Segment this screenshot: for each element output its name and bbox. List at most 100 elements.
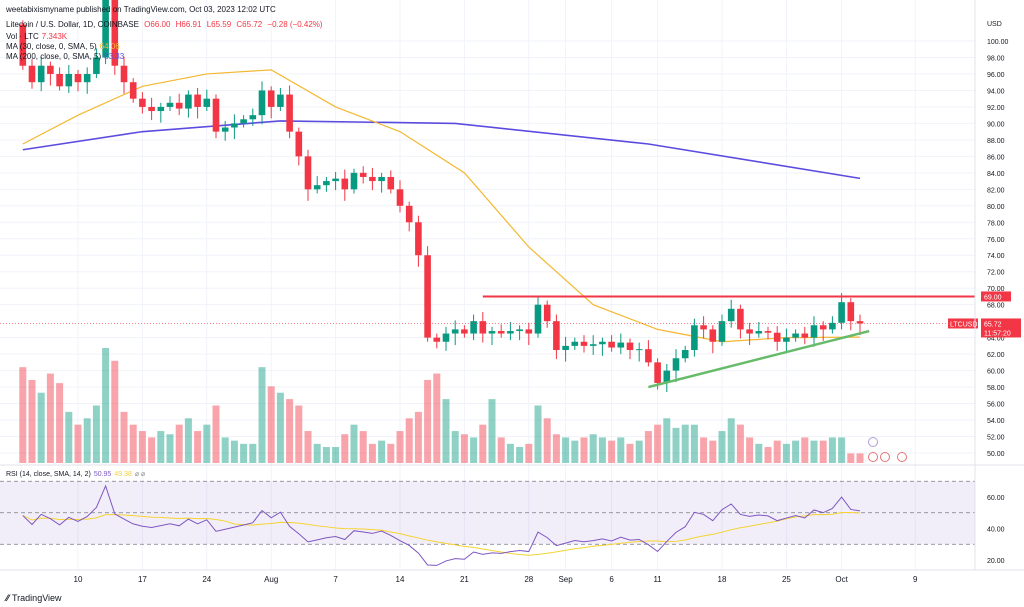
volume-bar (405, 418, 413, 463)
candle (635, 349, 643, 351)
candle (74, 73, 82, 83)
price-tick-label: 82.00 (987, 187, 1005, 194)
vol-value: 7.343K (41, 32, 68, 41)
candle (267, 90, 275, 107)
volume-bar (856, 453, 864, 463)
volume-bar (332, 447, 340, 463)
candle (654, 362, 661, 383)
volume-bar (654, 424, 662, 463)
candle (249, 115, 257, 120)
candle (415, 222, 422, 256)
volume-bar (644, 431, 652, 463)
volume-bar (709, 440, 717, 463)
candle (681, 350, 689, 359)
volume-bar (28, 379, 36, 463)
candle (157, 106, 165, 112)
tradingview-logo[interactable]: ⁄⁄ TradingView (6, 593, 62, 603)
volume-bar (782, 443, 790, 463)
volume-bar (276, 392, 284, 463)
x-tick-label: 6 (609, 575, 614, 584)
candle (645, 349, 652, 363)
candle (424, 255, 431, 338)
ma30-label: MA (30, close, 0, SMA, 5) (6, 42, 97, 51)
legend-volume[interactable]: Vol · LTC 7.343K (6, 32, 70, 41)
ma200-value: 83.33 (104, 52, 125, 61)
price-tick-label: 90.00 (987, 121, 1005, 128)
candle (608, 341, 615, 348)
candle (28, 65, 36, 83)
last-price-tag (981, 318, 1021, 338)
support-line (648, 329, 870, 389)
volume-bar (433, 373, 441, 463)
logo-icon: ⁄⁄ (6, 593, 10, 603)
volume-bar (488, 399, 496, 463)
candle (525, 329, 533, 334)
rsi-value: 50.95 (93, 471, 112, 478)
volume-bar (792, 440, 800, 463)
x-tick-label: 25 (782, 575, 791, 584)
volume-bar (37, 392, 45, 463)
volume-bar (322, 447, 330, 463)
volume-bar (562, 437, 570, 463)
volume-bar (497, 437, 505, 463)
volume-bar (424, 379, 432, 463)
candle (212, 98, 220, 132)
candle (497, 331, 505, 334)
volume-bar (516, 447, 524, 463)
symbol-tag-text: LTCUSD (950, 321, 977, 328)
price-tick-label: 80.00 (987, 204, 1005, 211)
currency-label: USD (987, 21, 1002, 28)
candle (617, 342, 625, 348)
legend-ma200[interactable]: MA (200, close, 0, SMA, 5) 83.33 (6, 52, 127, 61)
x-tick-label: 24 (202, 575, 211, 584)
volume-bar (148, 437, 156, 463)
volume-bar (442, 399, 450, 463)
price-tick-label: 86.00 (987, 154, 1005, 161)
volume-bar (801, 437, 809, 463)
rsi-line (22, 484, 861, 566)
candle (148, 106, 155, 112)
volume-bar (304, 431, 312, 463)
x-tick-label: 10 (74, 575, 83, 584)
candle (405, 205, 413, 223)
legend-rsi[interactable]: RSI (14, close, SMA, 14, 2) 50.95 49.38 ⌀ ⌀ (6, 470, 148, 478)
candle (580, 341, 588, 346)
volume-bar (203, 424, 211, 463)
price-tick-label: 62.00 (987, 352, 1005, 359)
symbol-label[interactable]: Litecoin / U.S. Dollar, 1D, COINBASE (6, 20, 139, 29)
volume-bar (543, 418, 551, 463)
candle (295, 131, 303, 157)
volume-bar (166, 434, 174, 463)
candle (442, 333, 450, 342)
event-icon (880, 452, 890, 462)
volume-bar (102, 348, 110, 463)
x-tick-label: 18 (718, 575, 727, 584)
price-tick-label: 98.00 (987, 55, 1005, 62)
published-note: weetabixismyname published on TradingVie… (6, 5, 276, 14)
candle (589, 344, 597, 346)
volume-bar (359, 431, 367, 463)
candle (718, 321, 726, 342)
candle (479, 321, 487, 334)
price-tick-label: 78.00 (987, 220, 1005, 227)
volume-bar (764, 447, 772, 463)
candle (709, 329, 717, 342)
volume-bar (451, 431, 459, 463)
x-tick-label: Aug (264, 575, 278, 584)
candle (599, 341, 606, 345)
volume-bar (286, 399, 294, 463)
price-tick-label: 60.00 (987, 369, 1005, 376)
price-tick-label: 94.00 (987, 88, 1005, 95)
rsi-tick-label: 40.00 (987, 527, 1005, 534)
candle (323, 181, 330, 186)
rsi-tick-label: 60.00 (987, 495, 1005, 502)
candle (369, 176, 376, 182)
volume-bar (810, 440, 818, 463)
volume-bar (571, 440, 579, 463)
volume-bar (221, 437, 229, 463)
price-tick-label: 56.00 (987, 402, 1005, 409)
candle (111, 0, 119, 66)
legend-ma30[interactable]: MA (30, close, 0, SMA, 5) 64.06 (6, 42, 123, 51)
candle (350, 172, 358, 190)
